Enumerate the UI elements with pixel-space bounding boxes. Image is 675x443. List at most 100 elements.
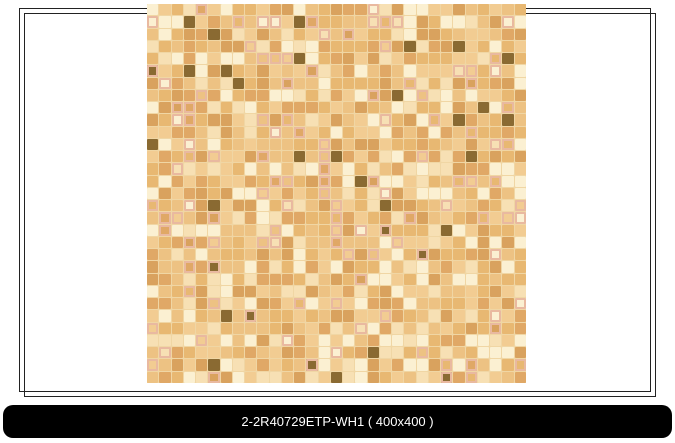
mosaic-chip [355, 261, 367, 273]
mosaic-chip [343, 236, 355, 249]
mosaic-chip [490, 126, 502, 138]
mosaic-chip [318, 114, 330, 126]
mosaic-chip [428, 114, 441, 126]
mosaic-chip [453, 77, 465, 89]
mosaic-chip [330, 359, 343, 371]
mosaic-chip [416, 102, 428, 114]
mosaic-chip [465, 53, 477, 65]
mosaic-chip [465, 138, 477, 151]
mosaic-chip [428, 89, 441, 102]
mosaic-chip [392, 200, 404, 212]
mosaic-chip [171, 334, 183, 347]
mosaic-chip [404, 4, 416, 16]
mosaic-chip [208, 163, 220, 175]
mosaic-chip [355, 236, 367, 249]
mosaic-chip [196, 114, 208, 126]
mosaic-chip [477, 53, 490, 65]
mosaic-chip [245, 175, 257, 187]
mosaic-chip [379, 298, 392, 310]
mosaic-chip [490, 187, 502, 200]
mosaic-chip [416, 40, 428, 53]
mosaic-chip [379, 371, 392, 383]
mosaic-chip [343, 28, 355, 40]
mosaic-chip [330, 285, 343, 298]
mosaic-chip [208, 65, 220, 77]
mosaic-chip [294, 40, 306, 53]
mosaic-chip [514, 249, 526, 261]
mosaic-chip [453, 16, 465, 28]
mosaic-chip [208, 273, 220, 285]
mosaic-chip [392, 126, 404, 138]
product-image[interactable] [147, 4, 526, 383]
mosaic-chip [379, 273, 392, 285]
mosaic-chip [392, 53, 404, 65]
mosaic-chip [392, 212, 404, 224]
mosaic-chip [465, 65, 477, 77]
mosaic-chip [428, 102, 441, 114]
mosaic-chip [159, 224, 171, 236]
mosaic-chip [367, 310, 379, 322]
mosaic-chip [392, 359, 404, 371]
mosaic-chip [502, 236, 514, 249]
mosaic-chip [171, 65, 183, 77]
mosaic-chip [343, 249, 355, 261]
mosaic-chip [392, 65, 404, 77]
mosaic-chip [147, 138, 159, 151]
mosaic-chip [404, 322, 416, 334]
mosaic-chip [257, 298, 269, 310]
mosaic-chip [281, 102, 294, 114]
mosaic-chip [159, 114, 171, 126]
mosaic-chip [318, 53, 330, 65]
mosaic-chip [220, 261, 232, 273]
mosaic-chip [318, 200, 330, 212]
mosaic-chip [404, 77, 416, 89]
mosaic-chip [294, 28, 306, 40]
mosaic-chip [147, 212, 159, 224]
mosaic-chip [428, 126, 441, 138]
mosaic-chip [183, 359, 196, 371]
mosaic-chip [318, 65, 330, 77]
mosaic-chip [416, 347, 428, 359]
mosaic-chip [465, 77, 477, 89]
mosaic-chip [196, 224, 208, 236]
mosaic-chip [502, 212, 514, 224]
mosaic-chip [257, 347, 269, 359]
mosaic-chip [245, 65, 257, 77]
mosaic-chip [379, 126, 392, 138]
mosaic-chip [159, 298, 171, 310]
mosaic-chip [318, 249, 330, 261]
mosaic-chip [330, 65, 343, 77]
mosaic-chip [343, 371, 355, 383]
mosaic-chip [453, 187, 465, 200]
mosaic-chip [490, 89, 502, 102]
mosaic-chip [171, 175, 183, 187]
mosaic-chip [269, 224, 281, 236]
mosaic-chip [441, 4, 453, 16]
mosaic-chip [318, 298, 330, 310]
mosaic-chip [183, 212, 196, 224]
mosaic-chip [196, 310, 208, 322]
mosaic-chip [355, 200, 367, 212]
mosaic-chip [281, 187, 294, 200]
mosaic-chip [196, 138, 208, 151]
mosaic-chip [367, 151, 379, 163]
mosaic-chip [208, 347, 220, 359]
mosaic-chip [183, 175, 196, 187]
mosaic-chip [208, 371, 220, 383]
mosaic-chip [330, 77, 343, 89]
mosaic-chip [355, 298, 367, 310]
mosaic-chip [281, 151, 294, 163]
mosaic-chip [171, 102, 183, 114]
mosaic-chip [232, 236, 245, 249]
mosaic-chip [196, 16, 208, 28]
mosaic-chip [269, 16, 281, 28]
mosaic-chip [441, 114, 453, 126]
mosaic-chip [355, 371, 367, 383]
mosaic-chip [379, 89, 392, 102]
mosaic-chip [428, 212, 441, 224]
mosaic-chip [453, 65, 465, 77]
mosaic-chip [196, 163, 208, 175]
mosaic-chip [257, 102, 269, 114]
mosaic-chip [330, 16, 343, 28]
mosaic-chip [343, 89, 355, 102]
